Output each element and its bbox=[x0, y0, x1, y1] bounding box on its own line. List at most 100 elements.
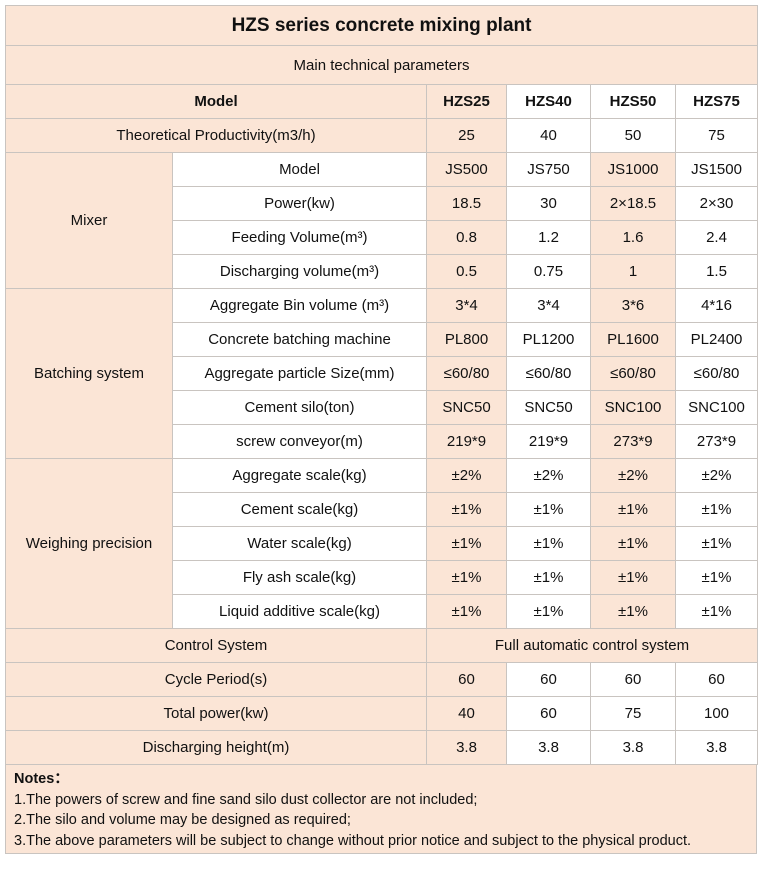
value-cell: PL1600 bbox=[590, 322, 676, 357]
parameter-label: screw conveyor(m) bbox=[172, 424, 427, 459]
table-row: Water scale(kg) ±1% ±1% ±1% ±1% bbox=[6, 526, 759, 561]
value-cell: ±2% bbox=[426, 458, 507, 493]
value-cell: ≤60/80 bbox=[506, 356, 591, 391]
parameter-label: Aggregate scale(kg) bbox=[172, 458, 427, 493]
value-cell: ±1% bbox=[674, 526, 759, 561]
parameter-label: Model bbox=[172, 152, 427, 187]
value-cell: 60 bbox=[506, 696, 591, 731]
value-cell: ±2% bbox=[506, 458, 591, 493]
value-cell: JS1000 bbox=[590, 152, 676, 187]
value-cell: PL2400 bbox=[674, 322, 759, 357]
value-cell: SNC50 bbox=[426, 390, 507, 425]
value-cell: 3*4 bbox=[506, 288, 591, 323]
value-cell: 0.8 bbox=[426, 220, 507, 255]
row-label: Cycle Period(s) bbox=[5, 662, 427, 697]
value-cell: 3*6 bbox=[590, 288, 676, 323]
header-row: Model HZS25 HZS40 HZS50 HZS75 bbox=[5, 84, 759, 119]
value-cell: SNC50 bbox=[506, 390, 591, 425]
value-cell: ±1% bbox=[674, 560, 759, 595]
row-label: Total power(kw) bbox=[5, 696, 427, 731]
table-row: Cycle Period(s) 60 60 60 60 bbox=[5, 662, 759, 697]
group-label: Batching system bbox=[5, 288, 173, 459]
value-cell: ±1% bbox=[590, 560, 676, 595]
model-header: Model bbox=[5, 84, 427, 119]
note-item: 1.The powers of screw and fine sand silo… bbox=[14, 791, 478, 808]
row-label: Control System bbox=[5, 628, 427, 663]
parameter-label: Power(kw) bbox=[172, 186, 427, 221]
title-row: HZS series concrete mixing plant bbox=[4, 5, 759, 46]
value-cell: 219*9 bbox=[426, 424, 507, 459]
value-cell: 1.2 bbox=[506, 220, 591, 255]
value-cell: ±1% bbox=[590, 526, 676, 561]
value-cell: 2×18.5 bbox=[590, 186, 676, 221]
value-cell: JS750 bbox=[506, 152, 591, 187]
value-cell: ±1% bbox=[506, 492, 591, 527]
model-column-header: HZS50 bbox=[590, 84, 676, 119]
value-cell: ±1% bbox=[506, 594, 591, 629]
parameter-label: Feeding Volume(m³) bbox=[172, 220, 427, 255]
value-cell: 60 bbox=[590, 662, 676, 697]
value-cell: 40 bbox=[506, 118, 591, 153]
value-cell: SNC100 bbox=[590, 390, 676, 425]
table-row: Discharging volume(m³) 0.5 0.75 1 1.5 bbox=[6, 254, 759, 289]
value-cell: 4*16 bbox=[674, 288, 759, 323]
subtitle-row: Main technical parameters bbox=[4, 45, 759, 85]
value-cell: 1.6 bbox=[590, 220, 676, 255]
model-column-header: HZS75 bbox=[674, 84, 759, 119]
value-cell: 3.8 bbox=[506, 730, 591, 765]
notes-section: Notes： 1.The powers of screw and fine sa… bbox=[5, 765, 757, 854]
value-cell: 273*9 bbox=[590, 424, 676, 459]
value-cell: ±1% bbox=[674, 594, 759, 629]
parameter-label: Liquid additive scale(kg) bbox=[172, 594, 427, 629]
value-cell: 0.75 bbox=[506, 254, 591, 289]
value-cell: ±1% bbox=[426, 560, 507, 595]
value-cell: 60 bbox=[674, 662, 759, 697]
table-row: Mixer Model JS500 JS750 JS1000 JS1500 bbox=[5, 152, 759, 289]
row-label: Discharging height(m) bbox=[5, 730, 427, 765]
table-subtitle: Main technical parameters bbox=[4, 45, 759, 85]
row-label: Theoretical Productivity(m3/h) bbox=[5, 118, 427, 153]
note-item: 2.The silo and volume may be designed as… bbox=[14, 812, 351, 828]
value-cell: JS1500 bbox=[674, 152, 759, 187]
value-cell: ≤60/80 bbox=[674, 356, 759, 391]
value-cell: 219*9 bbox=[506, 424, 591, 459]
value-cell: PL800 bbox=[426, 322, 507, 357]
value-cell: 2×30 bbox=[674, 186, 759, 221]
table-row: Weighing precision Aggregate scale(kg) ±2%… bbox=[5, 458, 759, 629]
value-cell: 18.5 bbox=[426, 186, 507, 221]
value-cell: 3.8 bbox=[426, 730, 507, 765]
value-cell: 3.8 bbox=[674, 730, 759, 765]
value-cell: SNC100 bbox=[674, 390, 759, 425]
parameters-table: HZS series concrete mixing plant Main tec… bbox=[4, 5, 759, 765]
value-cell: ±1% bbox=[590, 492, 676, 527]
parameter-label: Cement scale(kg) bbox=[172, 492, 427, 527]
value-cell: Full automatic control system bbox=[425, 628, 759, 663]
value-cell: 2.4 bbox=[674, 220, 759, 255]
table-row: Total power(kw) 40 60 75 100 bbox=[5, 696, 759, 731]
value-cell: ±1% bbox=[426, 492, 507, 527]
value-cell: ±2% bbox=[590, 458, 676, 493]
value-cell: ±1% bbox=[590, 594, 676, 629]
value-cell: ±1% bbox=[426, 594, 507, 629]
value-cell: 75 bbox=[590, 696, 676, 731]
table-row: Aggregate particle Size(mm) ≤60/80 ≤60/80 ≤… bbox=[6, 356, 759, 391]
productivity-row: Theoretical Productivity(m3/h) 25 40 50 75 bbox=[5, 118, 759, 153]
parameter-label: Cement silo(ton) bbox=[172, 390, 427, 425]
value-cell: 1.5 bbox=[674, 254, 759, 289]
value-cell: 75 bbox=[674, 118, 759, 153]
model-column-header: HZS25 bbox=[426, 84, 507, 119]
table-row: Feeding Volume(m³) 0.8 1.2 1.6 2.4 bbox=[6, 220, 759, 255]
table-row: screw conveyor(m) 219*9 219*9 273*9 273*9 bbox=[6, 424, 759, 459]
value-cell: JS500 bbox=[426, 152, 507, 187]
parameter-label: Fly ash scale(kg) bbox=[172, 560, 427, 595]
parameter-label: Concrete batching machine bbox=[172, 322, 427, 357]
model-column-header: HZS40 bbox=[506, 84, 591, 119]
value-cell: ±1% bbox=[426, 526, 507, 561]
value-cell: ±1% bbox=[506, 560, 591, 595]
value-cell: 40 bbox=[426, 696, 507, 731]
value-cell: 1 bbox=[590, 254, 676, 289]
value-cell: 3*4 bbox=[426, 288, 507, 323]
value-cell: 30 bbox=[506, 186, 591, 221]
parameter-label: Aggregate particle Size(mm) bbox=[172, 356, 427, 391]
value-cell: ≤60/80 bbox=[590, 356, 676, 391]
